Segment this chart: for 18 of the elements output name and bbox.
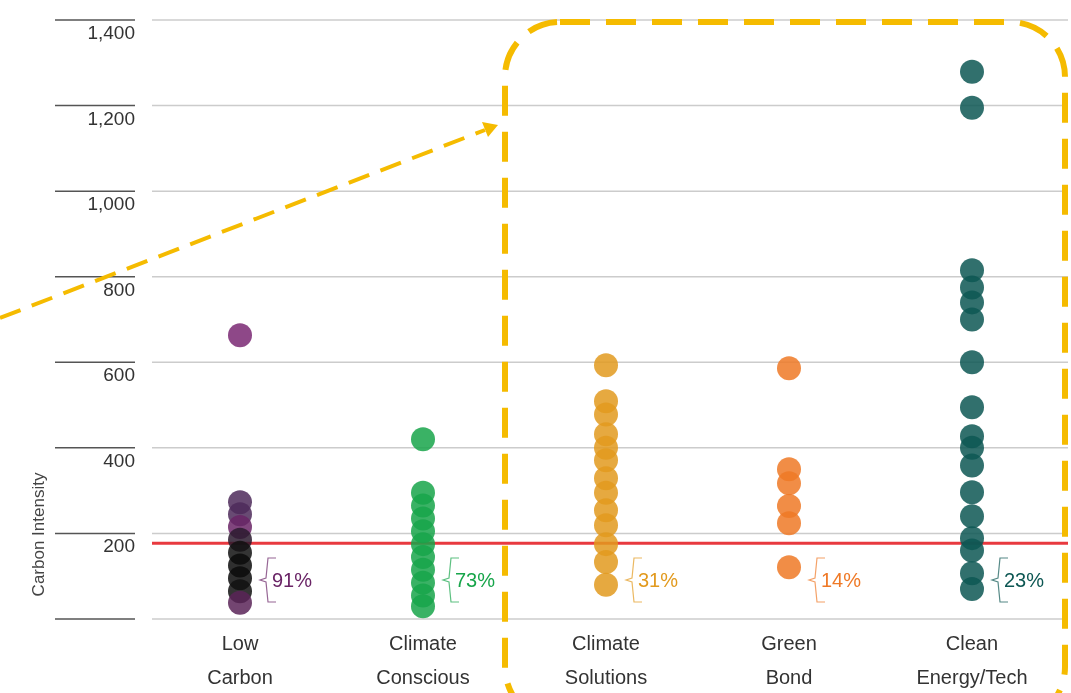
annotation: 23% (1004, 569, 1045, 591)
y-axis-title: Carbon Intensity (29, 472, 48, 597)
annotation: 14% (821, 569, 862, 591)
annotation: 31% (638, 569, 679, 591)
x-tick-label: Climate Conscious (376, 632, 470, 688)
y-tick-label: 800 (103, 278, 135, 300)
x-tick-label: Climate Solutions (564, 632, 648, 688)
x-tick-label: Clean Energy/Tech (916, 632, 1028, 688)
annotation: 73% (455, 569, 496, 591)
x-tick-label: Low Carbon (207, 632, 273, 688)
y-tick-label: 400 (103, 449, 135, 471)
y-tick-label: 1,400 (87, 22, 135, 43)
y-tick-label: 1,000 (87, 193, 135, 215)
y-tick-label: 1,200 (87, 107, 135, 129)
y-tick-label: 200 (103, 535, 135, 557)
annotation: 91% (272, 569, 313, 591)
y-tick-label: 600 (103, 364, 135, 386)
x-tick-label: Green Bond (761, 632, 817, 688)
